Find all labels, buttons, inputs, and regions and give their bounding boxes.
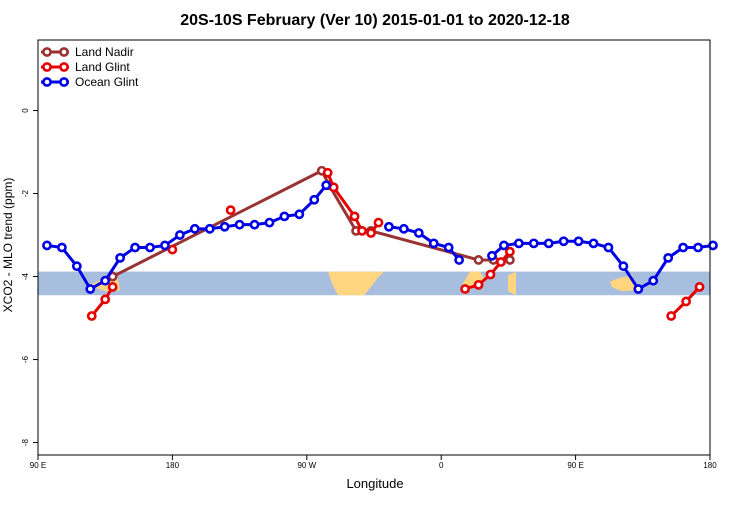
ocean-glint-point: [398, 223, 409, 234]
ocean-glint-point: [130, 242, 140, 253]
ocean-glint-point: [145, 242, 155, 253]
ocean-glint-point: [85, 284, 96, 294]
land-glint-point: [694, 282, 705, 292]
land-glint-point: [86, 311, 97, 321]
x-tick-label: 0: [439, 461, 444, 470]
ocean-glint-point: [528, 238, 539, 249]
ocean-glint-point: [249, 219, 260, 230]
ocean-glint-line: [490, 239, 714, 291]
land-nadir-point: [473, 255, 484, 265]
ocean-glint-point: [279, 211, 290, 222]
ocean-glint-point: [678, 242, 689, 253]
land-nadir-line: [111, 169, 510, 278]
land-glint-point: [373, 217, 384, 228]
land-glint-point: [496, 257, 506, 267]
legend-marker-ocean-glint: [59, 77, 69, 87]
x-tick-label: 180: [166, 461, 180, 470]
series-layer: [42, 165, 718, 321]
legend-marker-land-glint: [59, 62, 69, 72]
ocean-glint-point: [454, 255, 465, 265]
ocean-glint-point: [663, 252, 674, 263]
ocean-glint-point: [573, 236, 584, 247]
ocean-glint-point: [174, 230, 185, 240]
ocean-glint-point: [618, 261, 629, 272]
land-glint-point: [322, 167, 333, 178]
land-glint-point: [504, 246, 515, 257]
legend-marker-ocean-glint: [42, 77, 52, 87]
y-tick-label: 0: [21, 108, 30, 113]
plot-frame: [37, 39, 711, 456]
ocean-glint-point: [648, 275, 659, 286]
ocean-glint-point: [693, 242, 703, 253]
legend-label-land-glint: Land Glint: [75, 60, 130, 74]
ocean-glint-point: [603, 242, 614, 253]
y-tick-label: -4: [21, 272, 30, 280]
ocean-glint-point: [499, 240, 509, 251]
axes: 90 E 180 90 W 0 90 E 180 0 -2 -4 -6 -8: [21, 108, 717, 470]
ocean-glint-point: [204, 223, 215, 234]
land-glint-point: [328, 182, 339, 193]
ocean-glint-point: [513, 238, 524, 249]
ocean-glint-point: [543, 238, 554, 249]
y-tick-label: -2: [21, 189, 30, 197]
x-tick-label: 90 E: [567, 461, 583, 470]
ocean-glint-point: [428, 238, 439, 249]
land-glint-point: [167, 244, 178, 255]
ocean-glint-point: [189, 223, 200, 234]
legend-marker-land-nadir: [42, 47, 52, 57]
ocean-glint-point: [100, 275, 111, 286]
x-tick-label: 90 W: [297, 461, 316, 470]
ocean-glint-point: [294, 209, 305, 220]
land-glint-point: [460, 284, 470, 294]
land-glint-point: [366, 228, 376, 238]
y-tick-label: -8: [21, 438, 30, 446]
ocean-glint-point: [115, 252, 126, 263]
ocean-glint-point: [413, 228, 424, 238]
land-glint-point: [485, 269, 496, 280]
land-glint-point: [107, 282, 118, 292]
x-tick-label: 90 E: [30, 461, 46, 470]
map-band: [38, 271, 710, 296]
ocean-glint-point: [487, 250, 497, 261]
land-glint-point: [681, 296, 692, 307]
land-patch: [328, 271, 384, 296]
ocean-glint-point: [633, 284, 644, 294]
ocean-glint-point: [42, 240, 52, 251]
chart-title: 20S-10S February (Ver 10) 2015-01-01 to …: [180, 12, 570, 29]
ocean-glint-point: [309, 194, 320, 205]
ocean-glint-point: [558, 236, 569, 247]
land-glint-point: [225, 205, 236, 216]
ocean-glint-point: [708, 240, 718, 251]
x-axis-label: Longitude: [346, 476, 403, 491]
land-glint-point: [473, 279, 484, 290]
ocean-glint-point: [219, 221, 230, 232]
ocean-glint-point: [160, 240, 170, 251]
ocean-glint-point: [321, 180, 332, 191]
land-glint-point: [349, 211, 360, 222]
ocean-band: [38, 271, 710, 296]
y-axis-label: XCO2 - MLO trend (ppm): [1, 178, 15, 313]
ocean-glint-point: [234, 219, 245, 230]
ocean-glint-point: [56, 242, 67, 253]
legend-marker-land-nadir: [59, 47, 69, 57]
ocean-glint-point: [264, 217, 275, 228]
land-patch: [508, 271, 516, 296]
land-nadir-point: [504, 255, 515, 265]
y-tick-label: -6: [21, 355, 30, 363]
land-glint-point: [100, 294, 111, 305]
ocean-glint-point: [384, 221, 394, 232]
legend-label-land-nadir: Land Nadir: [75, 45, 134, 59]
x-tick-label: 180: [703, 461, 717, 470]
land-glint-point: [666, 311, 677, 321]
ocean-glint-point: [588, 238, 599, 249]
ocean-glint-point: [71, 261, 82, 272]
legend-label-ocean-glint: Ocean Glint: [75, 75, 139, 89]
legend-marker-land-glint: [42, 62, 52, 72]
ocean-glint-point: [443, 242, 454, 253]
land-glint-point: [357, 225, 367, 236]
